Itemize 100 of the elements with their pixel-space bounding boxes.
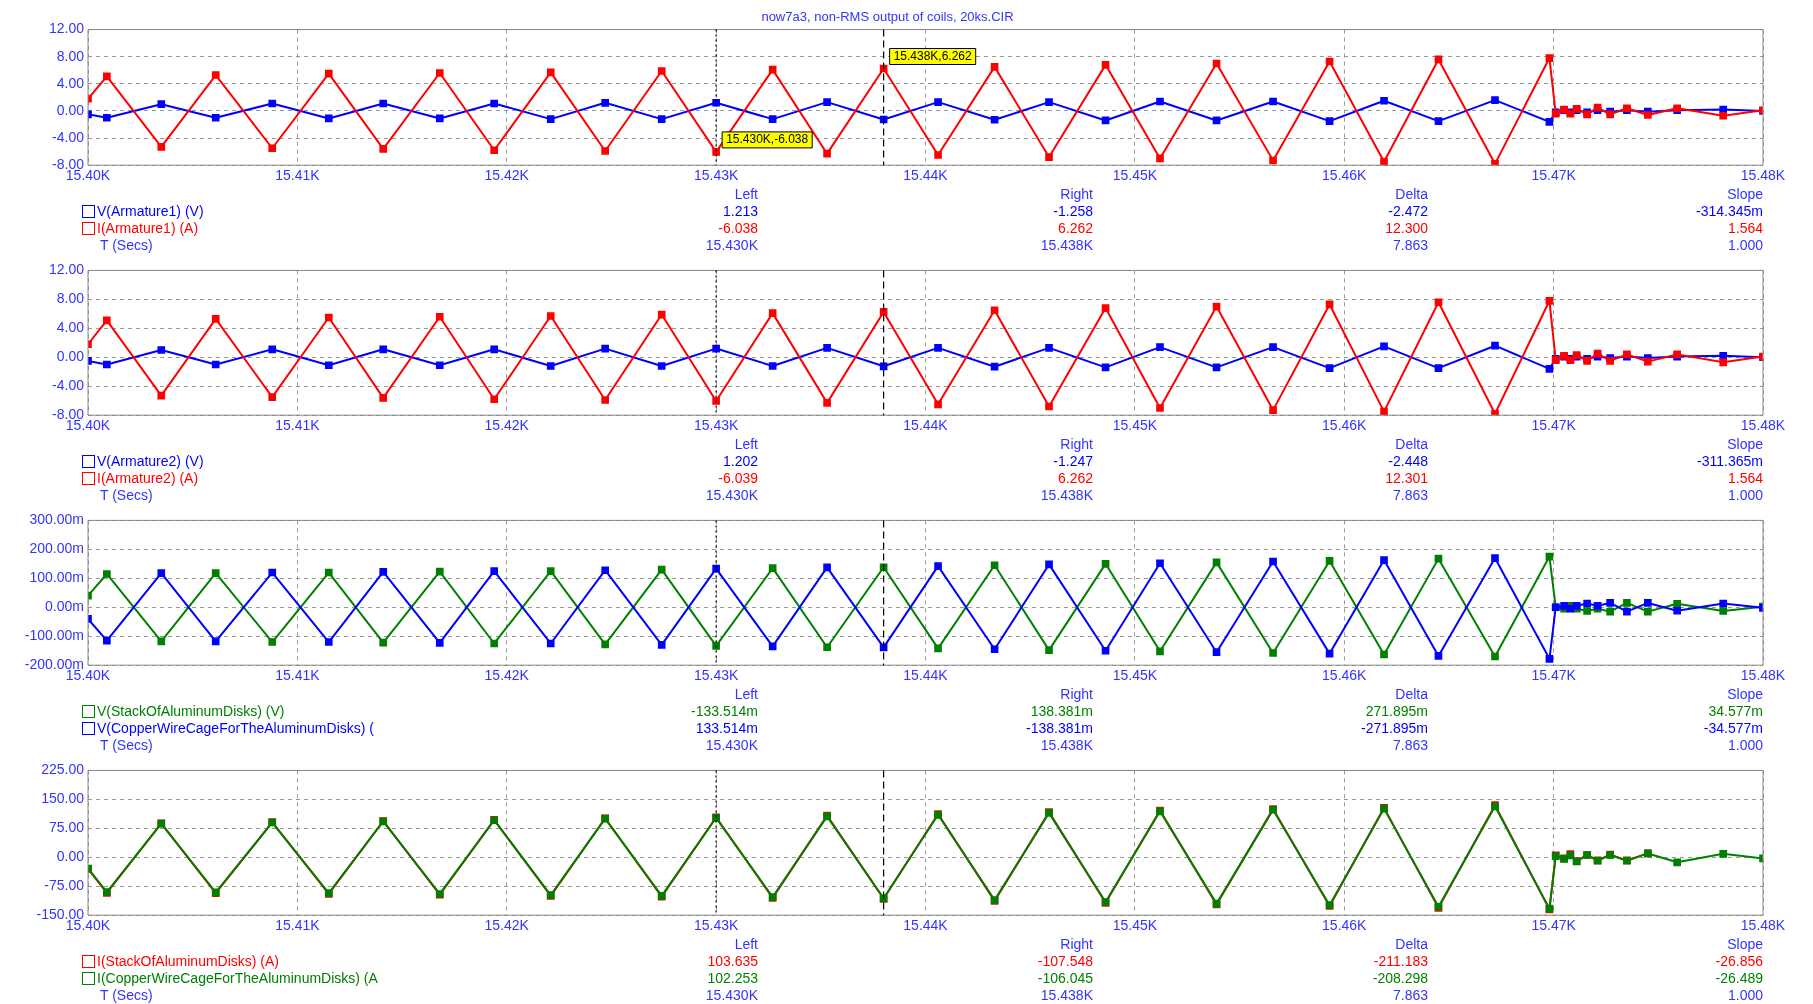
x-tick-label: 15.45K <box>1112 917 1158 934</box>
x-tick-label: 15.42K <box>484 417 530 434</box>
text: 7.863 <box>1392 237 1428 253</box>
text: -6.039 <box>718 470 758 486</box>
x-tick-label: 15.48K <box>1740 667 1786 684</box>
text: -1.247 <box>1053 453 1093 469</box>
x-tick-label: 15.43K <box>693 417 739 434</box>
text: 102.253 <box>707 970 758 986</box>
text: 133.514m <box>695 720 758 736</box>
x-tick-label: 15.44K <box>903 917 949 934</box>
text: 15.438K <box>1040 487 1093 503</box>
text: 15.430K <box>705 987 758 1003</box>
y-tick-label: 12.00 <box>48 20 85 37</box>
legend-label: V(Armature2) (V) <box>97 453 204 469</box>
x-tick-label: 15.42K <box>484 167 530 184</box>
y-tick-label: 4.00 <box>56 74 85 91</box>
x-tick-label: 15.41K <box>275 417 321 434</box>
text: 7.863 <box>1392 987 1428 1003</box>
y-tick-label: 75.00 <box>48 819 85 836</box>
x-tick-label: 15.47K <box>1531 167 1577 184</box>
text: Right <box>1060 436 1093 452</box>
text: 1.000 <box>1727 237 1763 253</box>
text: 34.577m <box>1708 703 1763 719</box>
x-tick-label: 15.45K <box>1112 167 1158 184</box>
text: Right <box>1060 936 1093 952</box>
text: -2.448 <box>1388 453 1428 469</box>
legend-label: V(Armature1) (V) <box>97 203 204 219</box>
text: Left <box>734 686 758 702</box>
y-tick-label: 200.00m <box>29 540 84 557</box>
annotation: 15.438K,6.262 <box>893 48 973 63</box>
x-tick-label: 15.46K <box>1322 917 1368 934</box>
text: Right <box>1060 686 1093 702</box>
text: 15.438K <box>1040 237 1093 253</box>
text: 15.430K <box>705 487 758 503</box>
x-tick-label: 15.41K <box>275 667 321 684</box>
text: Delta <box>1395 686 1428 702</box>
text: 1.213 <box>722 203 758 219</box>
text: 103.635 <box>707 953 758 969</box>
y-tick-label: 0.00 <box>56 101 85 118</box>
y-tick-label: -75.00 <box>44 877 85 894</box>
text: -133.514m <box>691 703 758 719</box>
text: 1.000 <box>1727 737 1763 753</box>
text: Left <box>734 936 758 952</box>
text: Delta <box>1395 186 1428 202</box>
text: 1.000 <box>1727 987 1763 1003</box>
text: Left <box>734 186 758 202</box>
text: -311.365m <box>1697 453 1763 469</box>
text: 6.262 <box>1057 220 1093 236</box>
x-tick-label: 15.47K <box>1531 917 1577 934</box>
text: 15.430K <box>705 237 758 253</box>
text: -1.258 <box>1053 203 1093 219</box>
y-tick-label: 12.00 <box>48 261 85 278</box>
text: 1.202 <box>722 453 758 469</box>
text: -26.856 <box>1715 953 1763 969</box>
text: 7.863 <box>1392 487 1428 503</box>
text: -26.489 <box>1715 970 1763 986</box>
text: -208.298 <box>1372 970 1428 986</box>
text: Slope <box>1727 936 1763 952</box>
legend-label: I(Armature2) (A) <box>97 470 199 486</box>
x-tick-label: 15.48K <box>1740 917 1786 934</box>
text: -2.472 <box>1388 203 1428 219</box>
x-tick-label: 15.47K <box>1531 667 1577 684</box>
text: Delta <box>1395 436 1428 452</box>
x-tick-label: 15.45K <box>1112 667 1158 684</box>
x-tick-label: 15.41K <box>275 917 321 934</box>
text: Slope <box>1727 686 1763 702</box>
x-tick-label: 15.48K <box>1740 417 1786 434</box>
text: -107.548 <box>1037 953 1093 969</box>
text: 15.430K <box>705 737 758 753</box>
legend-label: I(StackOfAluminumDisks) (A) <box>97 953 280 969</box>
legend-label: I(Armature1) (A) <box>97 220 199 236</box>
legend-label: V(StackOfAluminumDisks) (V) <box>97 703 285 719</box>
text: 12.301 <box>1385 470 1428 486</box>
y-tick-label: 100.00m <box>29 569 84 586</box>
text: Slope <box>1727 436 1763 452</box>
x-tick-label: 15.43K <box>693 667 739 684</box>
text: T (Secs) <box>100 237 153 253</box>
y-tick-label: 150.00 <box>41 790 85 807</box>
text: Left <box>734 436 758 452</box>
y-tick-label: 8.00 <box>56 47 85 64</box>
annotation: 15.430K,-6.038 <box>726 132 809 147</box>
x-tick-label: 15.46K <box>1322 417 1368 434</box>
y-tick-label: 225.00 <box>41 761 85 778</box>
x-tick-label: 15.43K <box>693 167 739 184</box>
y-tick-label: 8.00 <box>56 290 85 307</box>
x-tick-label: 15.48K <box>1740 167 1786 184</box>
x-tick-label: 15.46K <box>1322 167 1368 184</box>
text: 15.438K <box>1040 737 1093 753</box>
text: -314.345m <box>1696 203 1763 219</box>
text: 15.438K <box>1040 987 1093 1003</box>
text: -34.577m <box>1703 720 1763 736</box>
x-tick-label: 15.41K <box>275 167 321 184</box>
text: T (Secs) <box>100 987 153 1003</box>
text: T (Secs) <box>100 487 153 503</box>
y-tick-label: 300.00m <box>29 511 84 528</box>
text: 7.863 <box>1392 737 1428 753</box>
text: Delta <box>1395 936 1428 952</box>
y-tick-label: 0.00 <box>56 348 85 365</box>
y-tick-label: -4.00 <box>52 128 85 145</box>
x-tick-label: 15.44K <box>903 667 949 684</box>
